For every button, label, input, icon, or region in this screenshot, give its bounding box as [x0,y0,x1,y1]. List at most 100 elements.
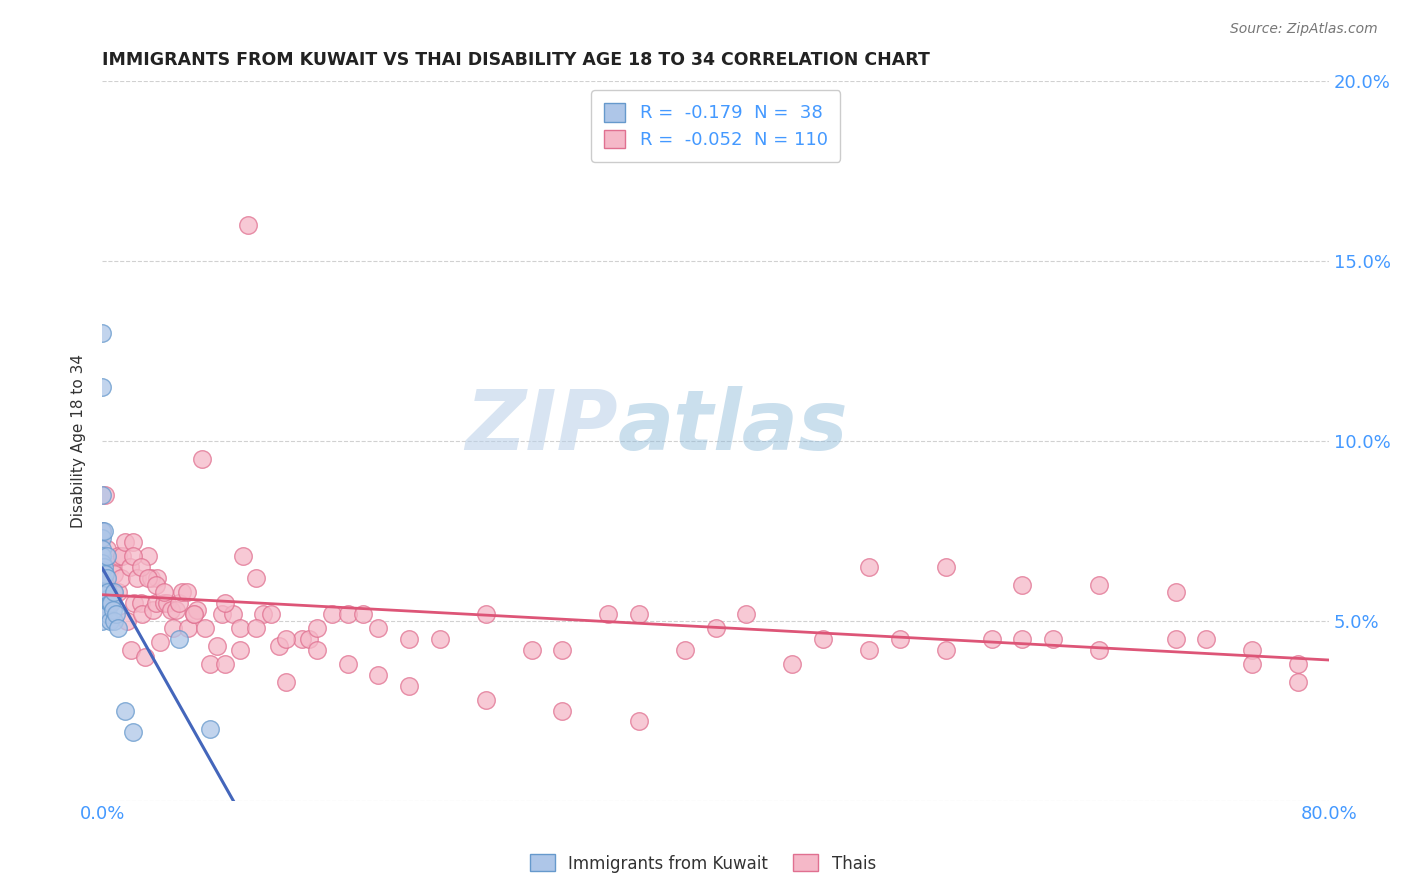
Point [141,571,163,585]
Point [98,614,121,628]
Point [114,534,136,549]
Point [211,607,233,621]
Point [673,642,696,657]
Point [91,592,114,607]
Point [520,642,543,657]
Legend: R =  -0.179  N =  38, R =  -0.052  N = 110: R = -0.179 N = 38, R = -0.052 N = 110 [591,90,841,161]
Text: ZIP: ZIP [465,386,617,467]
Point [127,571,149,585]
Point [110,571,132,585]
Point [221,607,243,621]
Point [935,559,957,574]
Point [103,585,125,599]
Point [183,607,205,621]
Point [91,614,114,628]
Point [91,488,114,502]
Point [91,607,114,621]
Point [165,603,187,617]
Point [149,635,172,649]
Point [103,567,125,582]
Point [107,549,129,563]
Point [160,603,183,617]
Point [98,596,121,610]
Point [167,596,190,610]
Point [980,632,1002,646]
Point [122,534,145,549]
Point [120,642,142,657]
Point [136,549,159,563]
Point [1241,642,1264,657]
Point [107,585,129,599]
Legend: Immigrants from Kuwait, Thais: Immigrants from Kuwait, Thais [523,847,883,880]
Point [858,559,880,574]
Point [598,607,620,621]
Point [276,675,298,690]
Point [321,607,343,621]
Point [1088,642,1111,657]
Point [352,607,374,621]
Point [627,714,650,729]
Point [167,632,190,646]
Point [735,607,758,621]
Point [96,541,118,556]
Point [91,541,114,556]
Point [252,607,274,621]
Point [152,596,174,610]
Point [367,667,389,681]
Point [97,607,120,621]
Point [229,621,252,635]
Point [1241,657,1264,671]
Point [162,621,184,635]
Point [152,585,174,599]
Point [207,639,229,653]
Point [101,603,124,617]
Point [191,452,214,467]
Point [627,607,650,621]
Point [118,559,141,574]
Point [91,585,114,599]
Point [474,693,496,707]
Point [474,607,496,621]
Point [198,722,221,736]
Point [101,585,124,599]
Point [236,218,259,232]
Point [136,571,159,585]
Point [145,596,167,610]
Point [103,614,125,628]
Point [94,585,117,599]
Point [267,639,290,653]
Point [1288,657,1310,671]
Point [229,642,252,657]
Point [91,571,114,585]
Point [94,603,117,617]
Point [336,657,359,671]
Point [96,592,118,607]
Point [91,578,114,592]
Point [183,607,205,621]
Point [129,596,152,610]
Point [1011,632,1033,646]
Point [111,549,134,563]
Point [91,556,114,570]
Point [336,607,359,621]
Point [291,632,314,646]
Point [214,657,236,671]
Point [91,531,114,545]
Point [704,621,727,635]
Point [145,578,167,592]
Point [1088,578,1111,592]
Point [156,596,179,610]
Point [129,559,152,574]
Point [198,657,221,671]
Point [124,596,146,610]
Point [398,679,420,693]
Point [105,607,128,621]
Point [1164,585,1187,599]
Point [176,585,198,599]
Point [551,642,574,657]
Text: Source: ZipAtlas.com: Source: ZipAtlas.com [1230,22,1378,37]
Point [782,657,804,671]
Point [142,603,165,617]
Point [91,326,114,340]
Point [1042,632,1064,646]
